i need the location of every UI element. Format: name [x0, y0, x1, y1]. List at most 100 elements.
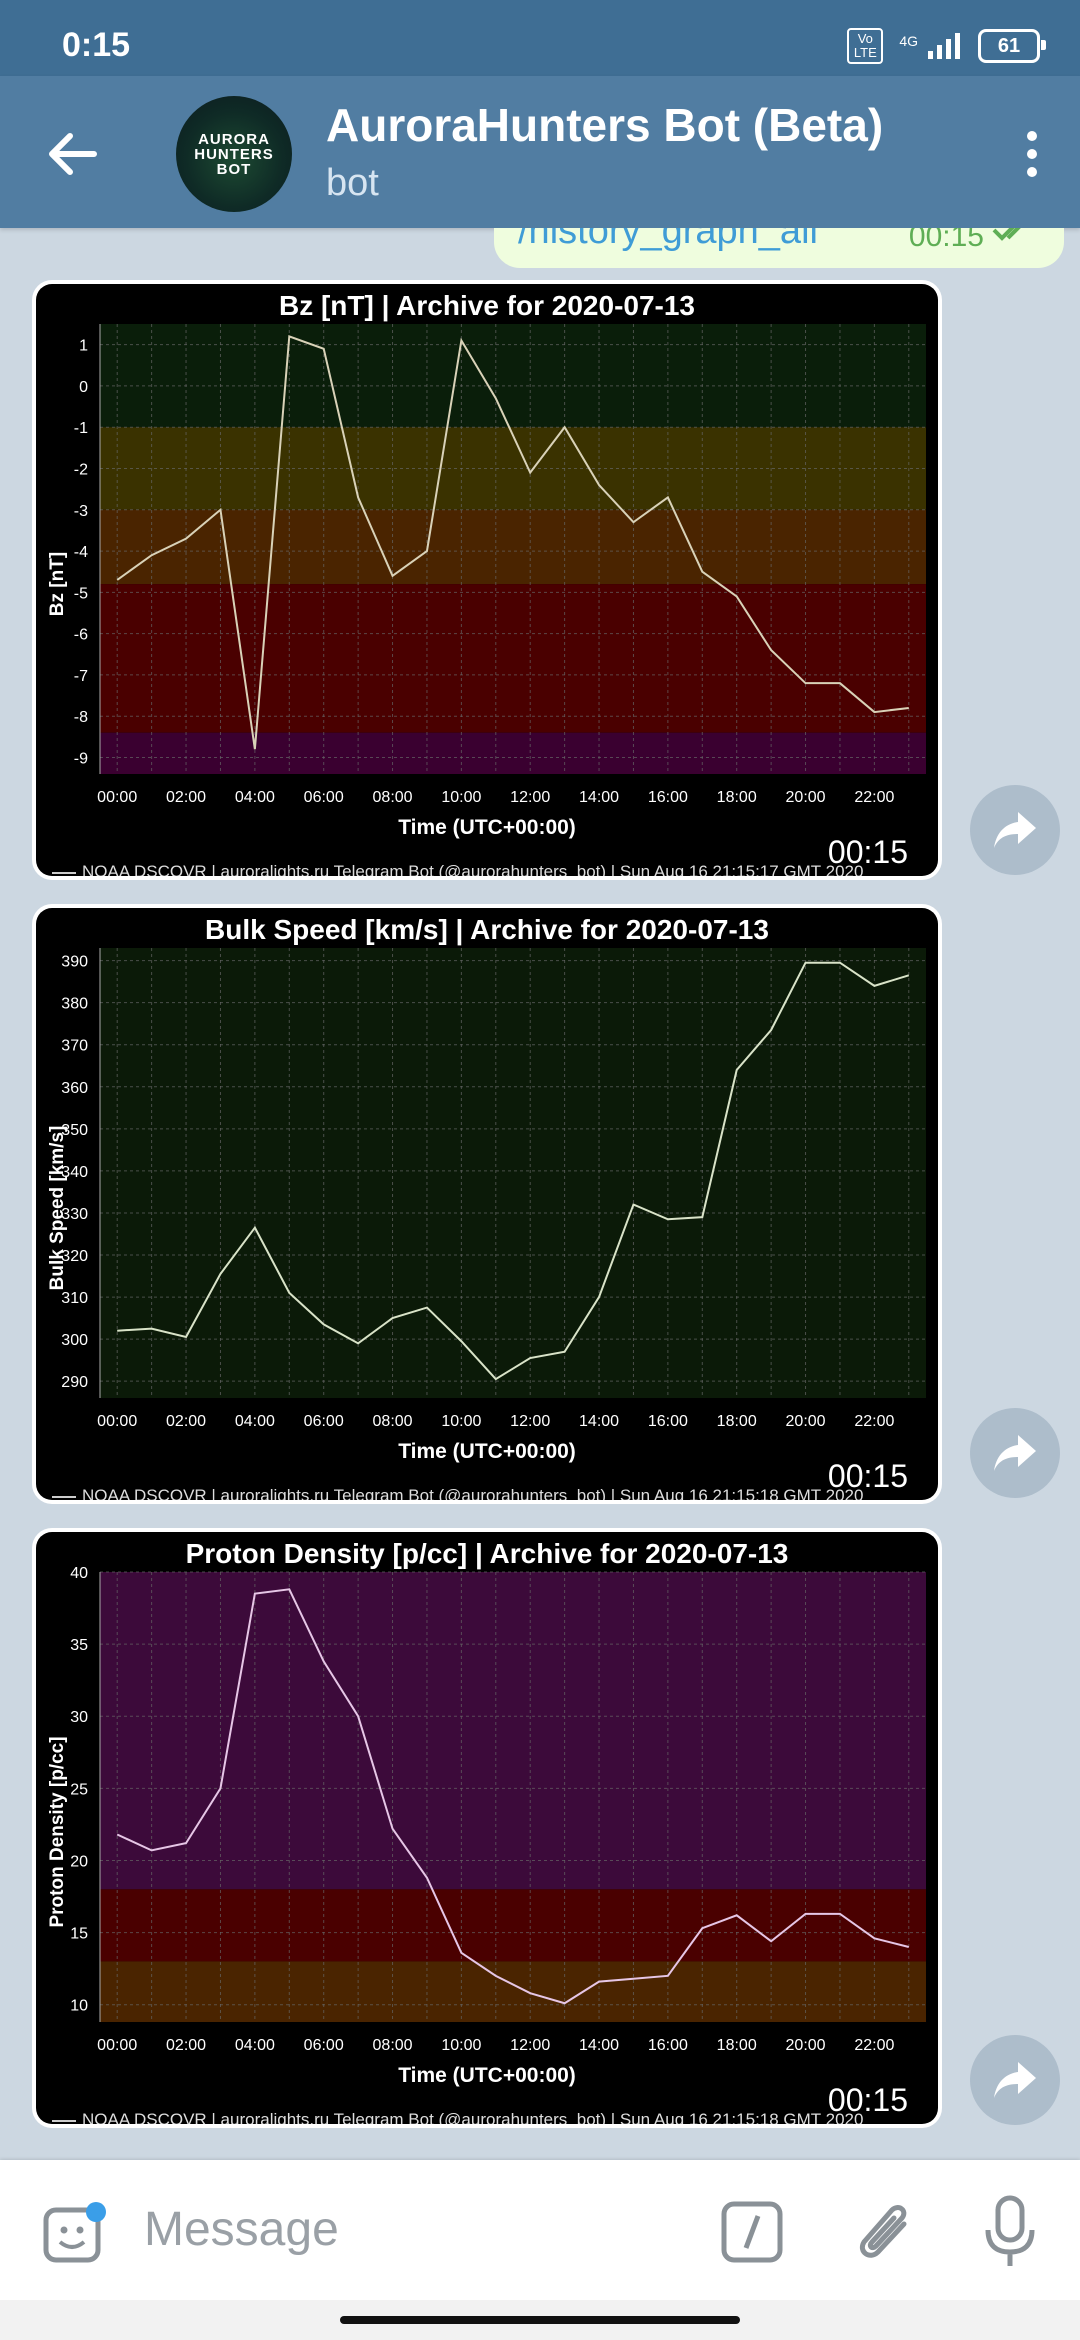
y-tick-label: 1	[79, 338, 88, 355]
y-tick-label: 390	[61, 954, 88, 971]
chart-title: Bulk Speed [km/s] | Archive for 2020-07-…	[205, 914, 769, 945]
x-tick-label: 22:00	[854, 2037, 894, 2054]
x-tick-label: 10:00	[441, 2037, 481, 2054]
y-tick-label: 40	[70, 1565, 88, 1582]
y-tick-label: 360	[61, 1080, 88, 1097]
microphone-icon[interactable]	[980, 2194, 1040, 2270]
more-vert-icon[interactable]	[1012, 124, 1052, 184]
x-tick-label: 04:00	[235, 1413, 275, 1430]
x-tick-label: 02:00	[166, 789, 206, 806]
y-tick-label: 0	[79, 379, 88, 396]
y-tick-label: -5	[74, 585, 88, 602]
y-tick-label: -2	[74, 461, 88, 478]
chart-title: Bz [nT] | Archive for 2020-07-13	[278, 290, 696, 321]
y-tick-label: 10	[70, 1998, 88, 2015]
avatar-text: AURORA HUNTERS BOT	[194, 130, 274, 178]
x-tick-label: 08:00	[373, 789, 413, 806]
threshold-band	[100, 324, 926, 428]
chart-message-speed[interactable]: 390 380 370 360 350 340 330 320 310 300 290 00:00 02…	[32, 904, 942, 1504]
x-tick-label: 16:00	[648, 2037, 688, 2054]
x-tick-label: 14:00	[579, 1413, 619, 1430]
speed-plot: 390 380 370 360 350 340 330 320 310 300 290 00:00 02…	[61, 948, 926, 1430]
message-time: 00:15	[827, 834, 908, 870]
y-tick-label: -6	[74, 627, 88, 644]
bot-command-icon[interactable]	[720, 2200, 784, 2264]
x-axis-label: Time (UTC+00:00)	[398, 816, 576, 839]
outgoing-message[interactable]: /history_graph_all 00:15	[494, 228, 1064, 268]
x-tick-label: 00:00	[97, 2037, 137, 2054]
y-tick-label: 340	[61, 1164, 88, 1181]
command-text[interactable]: /history_graph_all	[518, 228, 818, 252]
threshold-band	[100, 732, 926, 774]
x-tick-label: 12:00	[510, 2037, 550, 2054]
x-tick-label: 06:00	[304, 789, 344, 806]
y-tick-label: -9	[74, 750, 88, 767]
y-tick-label: 15	[70, 1926, 88, 1943]
share-button[interactable]	[970, 785, 1060, 875]
sticker-emoji-icon[interactable]	[40, 2200, 108, 2268]
x-axis-label: Time (UTC+00:00)	[398, 2064, 576, 2087]
avatar[interactable]: AURORA HUNTERS BOT	[176, 96, 292, 212]
chart-image-bz[interactable]: 1 0 -1 -2 -3 -4 -5 -6 -7 -8 -9 00:00 02:00 04:00 06:00…	[36, 284, 938, 876]
y-tick-label: 330	[61, 1206, 88, 1223]
y-tick-label: -4	[74, 544, 88, 561]
system-nav-bar	[0, 2300, 1080, 2340]
y-tick-label: 35	[70, 1637, 88, 1654]
y-tick-label: 310	[61, 1290, 88, 1307]
threshold-band	[100, 1961, 926, 2022]
signal-icon	[928, 33, 960, 59]
y-tick-label: -1	[74, 420, 88, 437]
x-tick-label: 04:00	[235, 789, 275, 806]
x-tick-label: 06:00	[304, 1413, 344, 1430]
chart-message-density[interactable]: 40 35 30 25 20 15 10 00:00 02:00 04:00 06:00 08:00 1…	[32, 1528, 942, 2128]
chart-title: Proton Density [p/cc] | Archive for 2020…	[185, 1538, 789, 1569]
share-button[interactable]	[970, 2035, 1060, 2125]
share-icon	[994, 2062, 1036, 2098]
y-tick-label: 370	[61, 1038, 88, 1055]
chart-image-density[interactable]: 40 35 30 25 20 15 10 00:00 02:00 04:00 06:00 08:00 1…	[36, 1532, 938, 2124]
message-input-bar: Message	[0, 2160, 1080, 2300]
x-tick-label: 02:00	[166, 2037, 206, 2054]
x-tick-label: 14:00	[579, 789, 619, 806]
x-tick-label: 06:00	[304, 2037, 344, 2054]
message-time: 00:15	[827, 2082, 908, 2118]
x-tick-label: 02:00	[166, 1413, 206, 1430]
status-icons: Vo LTE 4G 61	[847, 28, 1046, 64]
chart-message-bz[interactable]: 1 0 -1 -2 -3 -4 -5 -6 -7 -8 -9 00:00 02:00 04:00 06:00…	[32, 280, 942, 880]
x-tick-label: 16:00	[648, 789, 688, 806]
chart-image-speed[interactable]: 390 380 370 360 350 340 330 320 310 300 290 00:00 02…	[36, 908, 938, 1500]
y-tick-label: 20	[70, 1853, 88, 1870]
x-axis-label: Time (UTC+00:00)	[398, 1440, 576, 1463]
x-tick-label: 16:00	[648, 1413, 688, 1430]
series-line	[116, 1588, 910, 2005]
paperclip-icon[interactable]	[850, 2194, 916, 2268]
message-input[interactable]: Message	[144, 2203, 339, 2256]
x-tick-label: 20:00	[786, 2037, 826, 2054]
threshold-band	[100, 509, 926, 585]
home-gesture-handle[interactable]	[340, 2316, 740, 2324]
threshold-band	[100, 948, 926, 1398]
message-time: 00:15	[908, 228, 984, 253]
density-plot: 40 35 30 25 20 15 10 00:00 02:00 04:00 06:00 08:00 1…	[70, 1565, 926, 2054]
x-tick-label: 10:00	[441, 1413, 481, 1430]
x-tick-label: 00:00	[97, 789, 137, 806]
back-arrow-icon[interactable]	[42, 126, 102, 182]
x-tick-label: 18:00	[717, 2037, 757, 2054]
x-tick-label: 22:00	[854, 1413, 894, 1430]
network-type: 4G	[899, 33, 918, 49]
x-tick-label: 14:00	[579, 2037, 619, 2054]
chat-header: AURORA HUNTERS BOT AuroraHunters Bot (Be…	[0, 76, 1080, 228]
x-tick-label: 20:00	[786, 1413, 826, 1430]
y-tick-label: 380	[61, 996, 88, 1013]
chart-footer: NOAA DSCOVR | auroralights.ru Telegram B…	[52, 862, 863, 876]
chart-footer: NOAA DSCOVR | auroralights.ru Telegram B…	[52, 1486, 863, 1500]
x-tick-label: 12:00	[510, 789, 550, 806]
volte-icon: Vo LTE	[847, 28, 884, 64]
double-check-icon	[992, 228, 1021, 241]
share-button[interactable]	[970, 1408, 1060, 1498]
threshold-band	[100, 1889, 926, 1962]
chart-footer: NOAA DSCOVR | auroralights.ru Telegram B…	[52, 2110, 863, 2124]
chat-title[interactable]: AuroraHunters Bot (Beta)	[326, 99, 884, 151]
y-tick-label: 25	[70, 1781, 88, 1798]
chat-subtitle: bot	[326, 162, 379, 204]
